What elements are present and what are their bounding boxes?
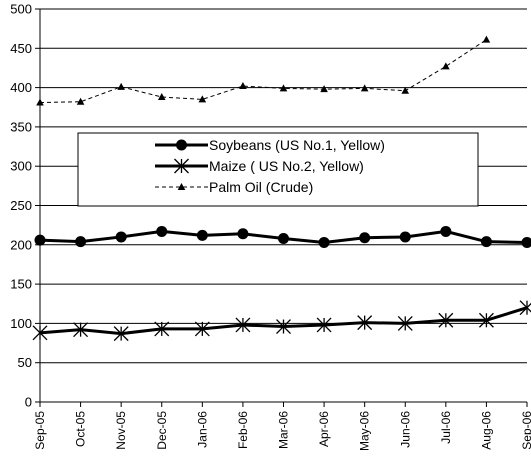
series-lines <box>32 35 531 342</box>
data-point <box>113 326 129 342</box>
x-tick-label: Apr-06 <box>317 411 331 447</box>
data-point <box>480 236 492 248</box>
data-point <box>34 234 46 246</box>
x-tick-label: Sep-05 <box>33 411 47 450</box>
data-point <box>357 315 373 331</box>
data-point <box>521 236 531 248</box>
x-tick-label: Oct-05 <box>74 411 88 447</box>
data-point <box>399 231 411 243</box>
legend-entry: Palm Oil (Crude) <box>209 179 313 195</box>
y-tick-label: 150 <box>10 277 32 292</box>
x-tick-label: Aug-06 <box>479 411 493 450</box>
legend-marker <box>176 139 187 151</box>
y-tick-label: 200 <box>10 237 32 252</box>
data-point <box>36 98 44 106</box>
data-point <box>198 95 207 103</box>
data-point <box>194 321 210 337</box>
data-point <box>320 85 328 93</box>
data-point <box>115 231 127 243</box>
data-point <box>438 312 454 328</box>
data-point <box>318 236 330 248</box>
x-tick-label: Mar-06 <box>277 411 291 449</box>
data-point <box>76 97 85 105</box>
data-point <box>482 35 491 43</box>
data-point <box>32 325 48 341</box>
data-point <box>239 82 247 90</box>
data-point <box>278 233 289 245</box>
data-point <box>440 225 452 237</box>
legend-marker <box>174 158 189 174</box>
data-point <box>154 321 170 337</box>
y-tick-label: 250 <box>10 198 32 213</box>
data-point <box>279 84 288 92</box>
data-point <box>117 82 125 90</box>
data-point <box>235 317 251 333</box>
data-point <box>360 84 369 92</box>
legend-entry: Maize ( US No.2, Yellow) <box>209 158 364 174</box>
data-point <box>397 315 413 331</box>
axes: 0 50 100 150 200 250 300 350 400 450 500 Sep-05 Oct-… <box>10 2 531 452</box>
data-point <box>156 225 168 237</box>
legend-marker <box>177 183 186 190</box>
y-tick-label: 350 <box>10 119 32 134</box>
x-tick-label: Dec-05 <box>155 411 169 450</box>
x-tick-label: May-06 <box>358 411 372 451</box>
y-tick-label: 0 <box>25 395 32 410</box>
x-tick-label: Jun-06 <box>398 411 412 448</box>
data-point <box>73 322 89 338</box>
legend: Soybeans (US No.1, Yellow) Maize ( US No.… <box>77 132 479 207</box>
y-tick-label: 300 <box>10 159 32 174</box>
data-point <box>442 62 450 70</box>
legend-box <box>77 132 479 207</box>
data-point <box>316 317 332 333</box>
legend-entry: Soybeans (US No.1, Yellow) <box>209 137 385 153</box>
data-point <box>359 232 371 244</box>
data-point <box>478 312 494 328</box>
data-point <box>75 236 87 248</box>
data-point <box>276 319 291 335</box>
data-point <box>237 228 249 240</box>
x-tick-label: Jul-06 <box>439 411 453 444</box>
y-tick-label: 50 <box>18 355 32 370</box>
data-point <box>401 86 410 94</box>
data-point <box>157 93 166 101</box>
x-tick-label: Sep-06 <box>520 411 531 450</box>
series-line-2 <box>39 39 487 104</box>
x-tick-label: Jan-06 <box>195 411 209 448</box>
data-point <box>519 300 531 316</box>
y-tick-label: 450 <box>10 41 32 56</box>
x-tick-label: Nov-05 <box>114 411 128 450</box>
data-point <box>196 229 208 241</box>
y-tick-label: 400 <box>10 80 32 95</box>
y-tick-label: 100 <box>10 316 32 331</box>
x-tick-label: Feb-06 <box>236 411 250 449</box>
y-tick-label: 500 <box>10 2 32 17</box>
